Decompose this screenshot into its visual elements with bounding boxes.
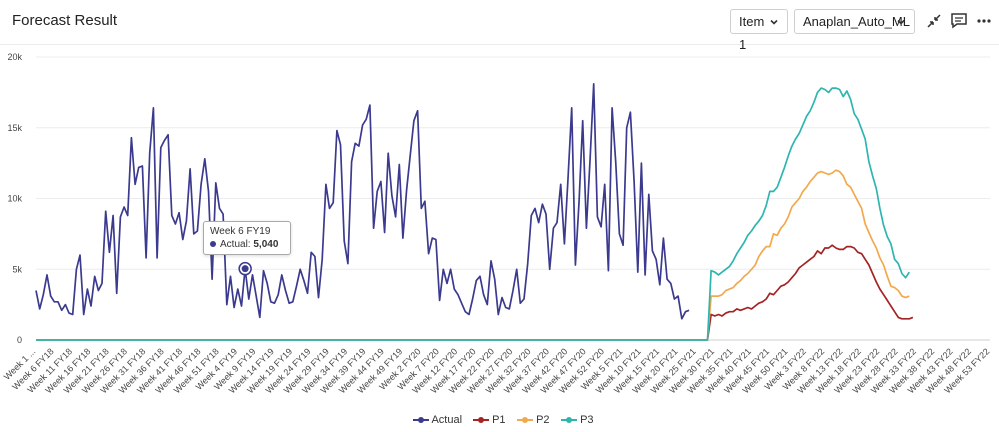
series-line-p2 [36,169,910,341]
tooltip-row: Actual: 5,040 [210,238,284,251]
chart-tooltip: Week 6 FY19 Actual: 5,040 [203,221,291,255]
chevron-down-icon [897,19,905,25]
legend-item-p3[interactable]: P3 [561,414,594,426]
more-icon[interactable] [974,11,994,31]
y-tick-label: 0 [17,335,22,345]
legend-item-p1[interactable]: P1 [473,414,506,426]
y-tick-label: 10k [7,194,22,204]
hover-marker-dot [241,265,249,273]
legend-swatch [517,417,533,424]
item-select[interactable]: Item 1 [730,9,788,52]
chevron-down-icon [770,19,778,25]
grid-lines [36,56,990,341]
legend-swatch [561,417,577,424]
legend-item-p2[interactable]: P2 [517,414,550,426]
tooltip-label: Week 6 FY19 [210,226,271,237]
series-line-p1 [36,244,914,341]
tooltip-series-name: Actual: [220,239,251,250]
y-tick-label: 15k [7,123,22,133]
model-select[interactable]: Anaplan_Auto_ML [794,9,915,34]
chart-title: Forecast Result [12,12,118,29]
chart-header: Forecast Result Item 1 Anaplan_Auto_ML [0,0,999,52]
series-line-actual [35,83,690,320]
model-select-value: Anaplan_Auto_ML [803,14,910,29]
legend-label: P2 [536,414,550,426]
tooltip-value: 5,040 [253,239,279,250]
y-tick-label: 5k [12,264,22,274]
y-axis: 0 5k 10k 15k 20k [7,52,22,345]
legend-swatch [413,417,429,424]
series-lines [35,83,914,341]
y-tick-label: 20k [7,52,22,62]
legend-swatch [473,417,489,424]
hover-marker [238,261,252,276]
legend-label: P1 [492,414,506,426]
item-select-value: Item 1 [739,14,765,52]
legend-label: Actual [431,414,463,426]
legend-label: P3 [580,414,594,426]
series-line-p3 [36,87,911,341]
collapse-icon[interactable] [924,11,944,31]
tooltip-series-dot [210,241,216,248]
legend-item-actual[interactable]: Actual [413,414,462,426]
comment-icon[interactable] [949,11,969,31]
chart-legend: Actual P1 P2 P3 [0,414,999,430]
